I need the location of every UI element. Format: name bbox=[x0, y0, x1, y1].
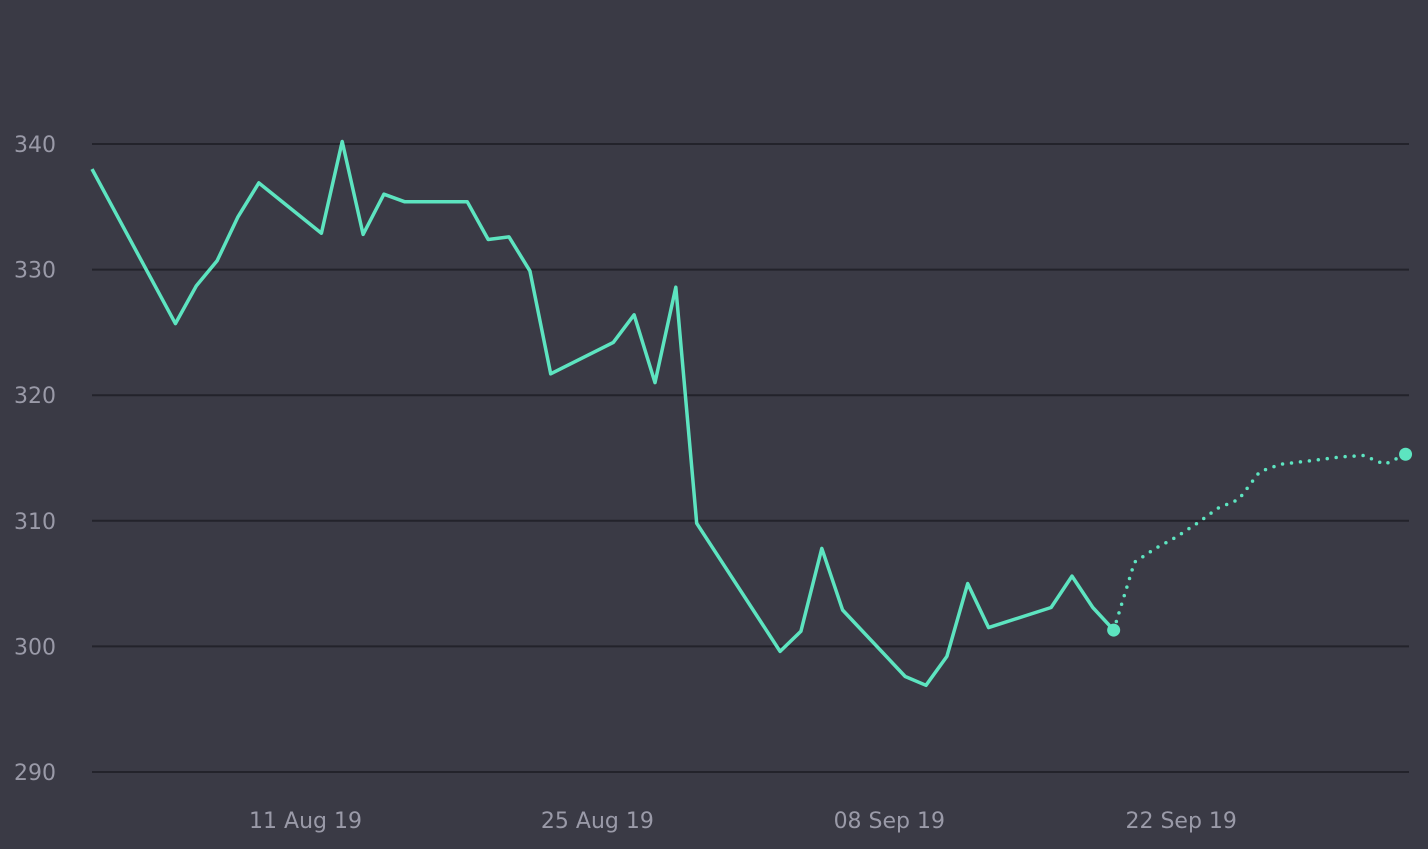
y-tick-label: 310 bbox=[14, 510, 56, 535]
history-line bbox=[90, 139, 1115, 688]
y-axis-labels: 290 300 310 320 330 340 bbox=[14, 133, 56, 786]
y-tick-label: 320 bbox=[14, 384, 56, 409]
x-axis-labels: 11 Aug 19 25 Aug 19 08 Sep 19 22 Sep 19 bbox=[249, 809, 1237, 834]
series-lines bbox=[90, 139, 1408, 688]
forecast-end-point-marker bbox=[1399, 447, 1413, 461]
series-markers bbox=[1107, 447, 1413, 637]
grid-lines bbox=[92, 143, 1409, 773]
x-tick-label: 22 Sep 19 bbox=[1125, 809, 1236, 834]
y-tick-label: 340 bbox=[14, 133, 56, 158]
y-tick-label: 300 bbox=[14, 635, 56, 660]
x-tick-label: 08 Sep 19 bbox=[834, 809, 945, 834]
y-tick-label: 290 bbox=[14, 761, 56, 786]
x-tick-label: 11 Aug 19 bbox=[249, 809, 362, 834]
last-actual-point-marker bbox=[1107, 623, 1121, 637]
x-tick-label: 25 Aug 19 bbox=[541, 809, 654, 834]
y-tick-label: 330 bbox=[14, 259, 56, 284]
